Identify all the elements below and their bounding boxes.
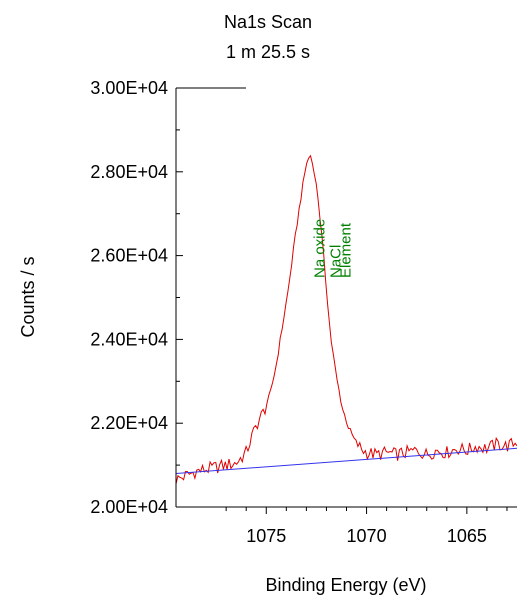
x-axis-label: Binding Energy (eV) [265,575,426,595]
chart-title: Na1s Scan [224,12,312,32]
y-tick-label: 2.00E+04 [90,497,168,517]
peak-annotation: Na oxide [311,219,328,278]
x-tick-label: 1070 [347,526,387,546]
y-tick-label: 3.00E+04 [90,78,168,98]
axis-ticks: 2.00E+04 2.20E+04 2.40E+04 2.60E+04 2.80E+04… [90,78,508,546]
x-tick-label: 1075 [246,526,286,546]
y-tick-label: 2.80E+04 [90,162,168,182]
y-tick-label: 2.60E+04 [90,246,168,266]
peak-annotation: NaCl [327,245,344,278]
series-line-spectrum [175,154,517,485]
chart-subtitle: 1 m 25.5 s [226,42,310,62]
series-line-background [175,447,517,474]
peak-annotation: Element [337,222,354,278]
x-tick-label: 1065 [447,526,487,546]
y-axis-label: Counts / s [18,256,38,337]
y-tick-label: 2.40E+04 [90,329,168,349]
y-tick-label: 2.20E+04 [90,413,168,433]
